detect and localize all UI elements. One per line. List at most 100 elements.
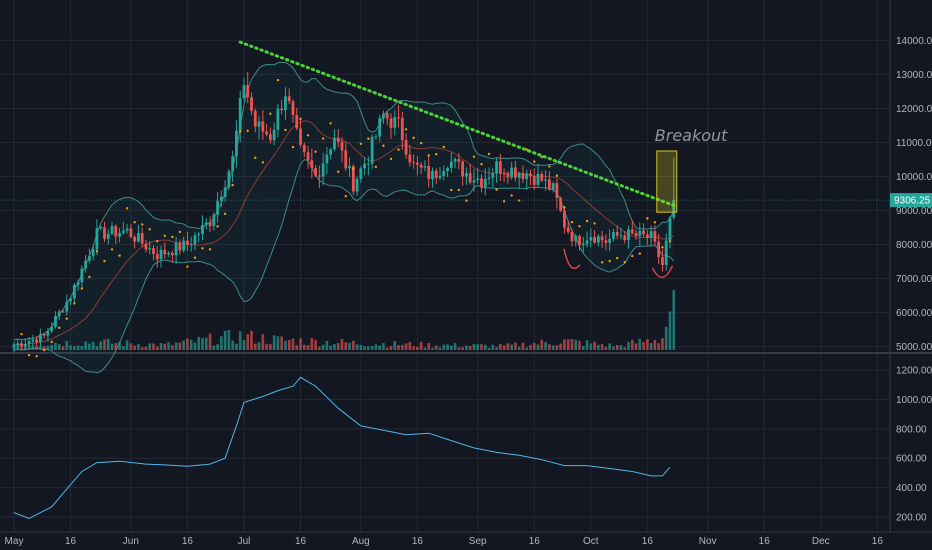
candle-body: [419, 164, 423, 168]
volume-bar: [453, 343, 457, 350]
candle-body: [446, 168, 449, 172]
sar-dot: [35, 355, 38, 358]
y-tick-label: 1000.00: [896, 395, 932, 406]
volume-bar: [370, 346, 374, 350]
y-tick-label: 600.00: [896, 454, 927, 465]
candle-body: [110, 226, 114, 234]
candle-body: [351, 165, 355, 192]
volume-bar: [35, 345, 38, 350]
sar-dot: [412, 136, 415, 140]
candle-body: [114, 226, 118, 237]
volume-bar: [163, 343, 167, 350]
candle-body: [12, 344, 16, 347]
volume-bar: [408, 342, 412, 350]
volume-bar: [404, 343, 408, 350]
volume-bar: [182, 340, 185, 350]
volume-bar: [446, 344, 449, 350]
volume-bar: [529, 344, 532, 350]
volume-bar: [216, 344, 219, 350]
volume-bar: [397, 345, 400, 350]
candle-body: [465, 173, 468, 177]
volume-bar: [431, 347, 434, 350]
candle-body: [201, 224, 204, 235]
sar-dot: [27, 353, 31, 357]
volume-bar: [457, 347, 461, 350]
candle-body: [54, 316, 57, 327]
candle-body: [163, 249, 167, 255]
x-tick-label: Sep: [469, 536, 487, 547]
volume-bar: [186, 338, 189, 350]
volume-bar: [540, 339, 544, 350]
candle-body: [193, 235, 197, 245]
y-tick-label: 14000.00: [896, 36, 932, 47]
candle-body: [272, 129, 276, 141]
candle-body: [348, 165, 351, 169]
sar-dot: [254, 156, 257, 160]
volume-bar: [20, 344, 23, 350]
candle-body: [480, 178, 483, 188]
sar-dot: [608, 259, 611, 263]
indicator-series: [13, 376, 671, 520]
volume-bar: [653, 340, 657, 350]
sar-dot: [661, 246, 664, 249]
candle-body: [449, 161, 453, 169]
candle-body: [61, 311, 65, 313]
volume-bar: [140, 347, 144, 350]
candle-body: [72, 284, 76, 299]
candle-body: [106, 233, 110, 239]
volume-bar: [171, 345, 174, 350]
candle-body: [649, 231, 653, 238]
volume-bar: [597, 344, 600, 350]
volume-bar: [57, 344, 61, 350]
candle-body: [397, 117, 400, 119]
volume-bar: [65, 340, 69, 350]
volume-bar: [487, 347, 491, 350]
candle-body: [144, 243, 148, 250]
x-tick-label: 16: [642, 536, 654, 547]
volume-bar: [374, 344, 378, 350]
candle-body: [140, 233, 144, 244]
sar-dot: [73, 302, 76, 305]
candle-body: [570, 231, 574, 242]
volume-bar: [570, 339, 574, 350]
volume-bar: [159, 343, 163, 350]
candle-body: [498, 161, 502, 174]
candle-body: [593, 237, 596, 243]
trend-line: [0, 40, 890, 207]
sar-dot: [95, 250, 99, 253]
volume-bar: [253, 343, 257, 350]
candle-body: [514, 167, 517, 178]
candle-body: [235, 130, 238, 157]
volume-bar: [291, 338, 295, 350]
volume-bar: [612, 346, 615, 350]
volume-bar: [382, 343, 385, 350]
volume-bar: [401, 344, 404, 350]
volume-bar: [276, 336, 280, 350]
candle-body: [506, 173, 510, 178]
candle-body: [544, 179, 547, 181]
volume-bar: [50, 344, 53, 350]
sar-dot: [555, 174, 559, 177]
volume-bar: [95, 346, 99, 350]
candle-body: [389, 118, 393, 128]
candle-body: [69, 298, 72, 302]
candle-body: [80, 268, 84, 283]
candle-body: [370, 136, 374, 164]
volume-bar: [664, 326, 668, 350]
bollinger-bands: [13, 61, 675, 374]
candle-body: [415, 162, 419, 165]
sar-dot: [125, 207, 129, 210]
candle-body: [378, 118, 382, 137]
volume-bar: [668, 311, 672, 350]
candle-body: [295, 114, 299, 129]
volume-bar: [551, 345, 555, 350]
sar-dot: [631, 254, 634, 258]
candle-body: [427, 166, 431, 180]
x-tick-label: Nov: [699, 536, 717, 547]
candle-body: [589, 237, 593, 241]
candle-body: [672, 200, 676, 218]
candle-body: [46, 331, 50, 336]
candle-body: [42, 334, 46, 336]
sar-dot: [593, 222, 596, 225]
